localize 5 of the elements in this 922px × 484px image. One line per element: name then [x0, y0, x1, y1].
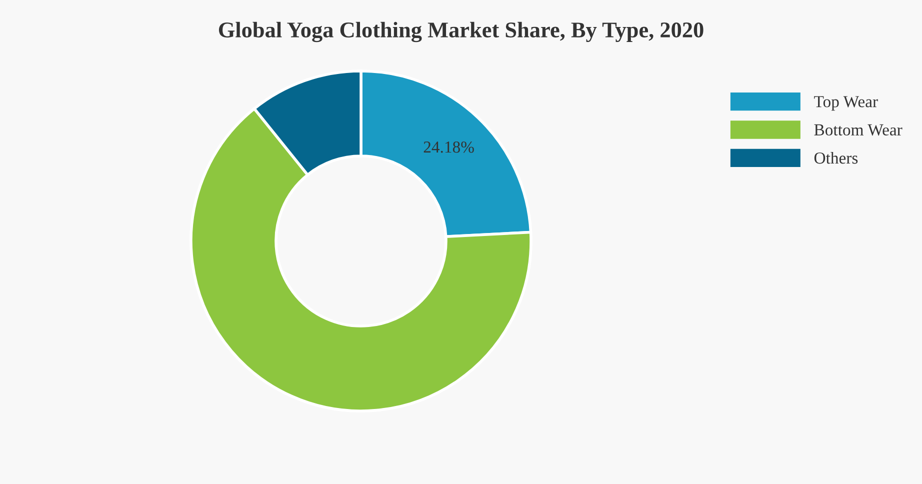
data-label: 24.18%	[424, 141, 474, 153]
legend-label: Bottom Wear	[814, 124, 902, 136]
chart-title: Global Yoga Clothing Market Share, By Type, 2020	[218, 22, 704, 42]
legend-label: Others	[814, 152, 858, 164]
legend-label: Top Wear	[814, 96, 878, 111]
